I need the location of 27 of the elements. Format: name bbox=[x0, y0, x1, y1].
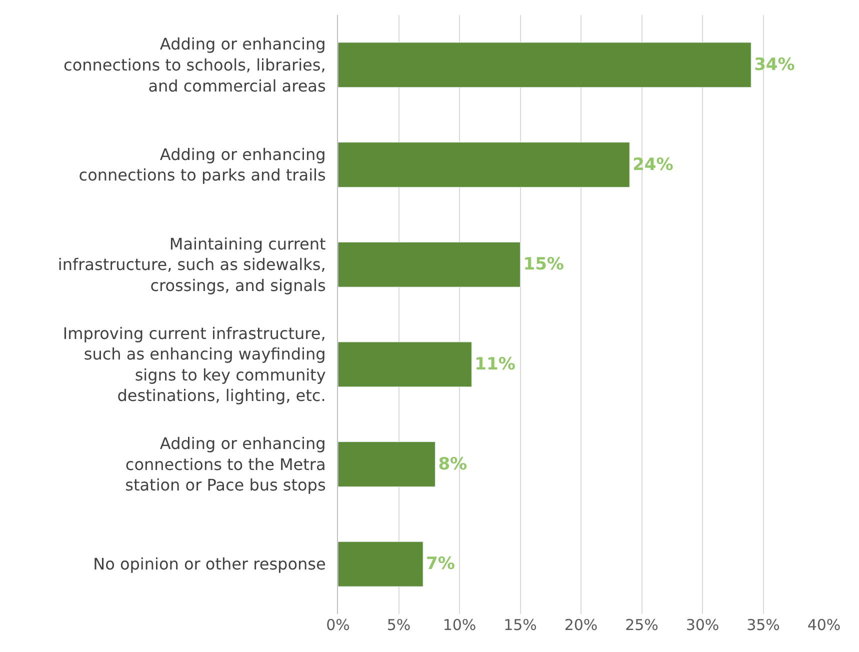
x-tick-label: 15% bbox=[504, 616, 537, 634]
bar bbox=[338, 541, 424, 587]
data-label: 11% bbox=[474, 354, 516, 374]
x-tick-label: 20% bbox=[564, 616, 598, 634]
data-label: 8% bbox=[438, 454, 468, 474]
x-tick-label: 40% bbox=[807, 616, 841, 634]
x-tick-label: 5% bbox=[386, 616, 411, 634]
x-tick-label: 0% bbox=[326, 616, 350, 634]
data-label: 24% bbox=[632, 154, 674, 175]
y-tick-label: Adding or enhancing connections to the Metra station or Pace bus stops bbox=[125, 434, 326, 495]
y-tick-label: Adding or enhancing connections to parks and trails bbox=[78, 144, 326, 185]
bar bbox=[338, 442, 436, 487]
bar bbox=[338, 242, 520, 288]
y-tick-label: Maintaining current infrastructure, such as sidewalks, crossings, and signals bbox=[58, 234, 326, 295]
bar bbox=[338, 42, 752, 88]
x-tick-label: 30% bbox=[686, 616, 720, 634]
bar bbox=[338, 142, 630, 188]
bar bbox=[338, 342, 472, 388]
data-label: 34% bbox=[754, 54, 795, 75]
data-label: 7% bbox=[426, 554, 455, 574]
x-tick-label: 25% bbox=[625, 616, 658, 634]
data-label: 15% bbox=[523, 254, 564, 275]
y-tick-label: No opinion or other response bbox=[93, 554, 326, 574]
y-tick-label: Improving current infrastructure, such as enhancing wayfinding signs to key community destinations, lighting, etc. bbox=[62, 324, 326, 406]
x-tick-label: 10% bbox=[442, 616, 476, 634]
y-tick-label: Adding or enhancing connections to schools, libraries, and commercial areas bbox=[64, 34, 326, 96]
x-tick-label: 35% bbox=[746, 616, 780, 634]
